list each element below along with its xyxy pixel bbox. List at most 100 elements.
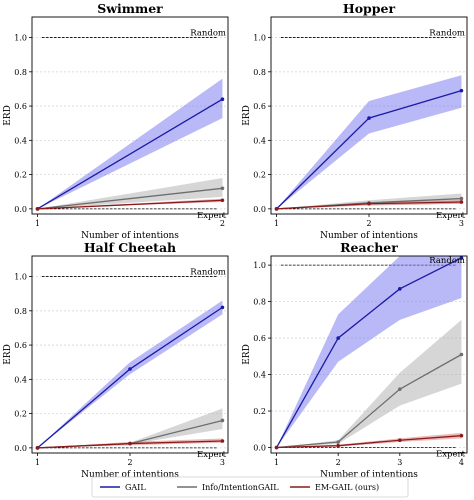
reference-label-random: Random (429, 29, 465, 39)
x-tick-label: 3 (220, 458, 225, 467)
legend-label-em: EM-GAIL (ours) (315, 483, 379, 492)
x-tick-label: 2 (366, 219, 371, 228)
y-tick-label: 0.2 (253, 171, 266, 180)
y-axis-label: ERD (3, 105, 13, 126)
plot-area (35, 37, 225, 211)
chart-panel-2: Hopper 0.0 0.2 0.4 0.6 0.8 1.0 1 2 3 Random Expert N… (242, 1, 468, 241)
data-point-gail (336, 336, 340, 340)
legend-box (91, 476, 409, 498)
data-point-gail (367, 116, 371, 120)
data-point-em (398, 438, 402, 443)
series-line-em (37, 199, 223, 210)
y-tick-label: 0.6 (14, 102, 27, 111)
data-point-gail (128, 367, 132, 371)
x-tick-label: 2 (336, 458, 341, 467)
y-tick-label: 0.4 (253, 371, 266, 380)
y-tick-label: 0.4 (14, 136, 27, 145)
axes-frame (270, 255, 468, 454)
y-tick-label: 0.8 (253, 298, 266, 307)
y-tick-label: 0.8 (253, 68, 266, 77)
reference-label-expert: Expert (197, 450, 227, 460)
chart-title: Swimmer (97, 1, 163, 16)
data-point-gail (459, 88, 464, 93)
y-tick-label: 0.8 (14, 68, 27, 77)
y-tick-label: 1.0 (14, 34, 27, 43)
data-point-gail (220, 97, 225, 102)
y-tick-label: 0.6 (253, 334, 266, 343)
legend: GAIL Info/IntentionGAIL EM-GAIL (ours) (91, 476, 409, 498)
legend-label-info: Info/IntentionGAIL (202, 483, 279, 492)
data-point-em (220, 439, 225, 443)
y-tick-label: 0.2 (14, 410, 27, 419)
y-tick-label: 0.0 (14, 205, 27, 214)
y-tick-label: 0.4 (253, 136, 266, 145)
y-axis-label: ERD (242, 105, 252, 126)
series-line-gail (37, 98, 223, 210)
data-point-em (274, 207, 279, 211)
series-band-info (276, 319, 462, 448)
plot-area (274, 37, 464, 211)
reference-label-expert: Expert (436, 211, 466, 221)
data-point-em (459, 200, 464, 204)
axes-frame (31, 255, 229, 454)
data-point-gail (459, 256, 464, 260)
x-tick-label: 1 (274, 219, 279, 228)
data-point-gail (398, 287, 402, 291)
legend-label-gail: GAIL (125, 483, 146, 492)
reference-label-random: Random (429, 256, 465, 266)
chart-panel-1: Swimmer 0.0 0.2 0.4 0.6 0.8 1.0 1 2 Random Expert N… (3, 1, 229, 241)
data-point-info (220, 186, 225, 191)
y-tick-label: 0.0 (14, 444, 27, 453)
y-tick-label: 0.0 (253, 205, 266, 214)
series-band-gail (276, 256, 462, 448)
data-point-em (336, 443, 340, 448)
series-band-gail (37, 78, 223, 209)
chart-panel-3: Half Cheetah 0.0 0.2 0.4 0.6 0.8 1.0 1 2 3 Random E… (3, 240, 229, 480)
data-point-info (220, 418, 225, 423)
series-line-info (276, 353, 462, 449)
reference-label-random: Random (190, 29, 226, 39)
series-line-gail (275, 257, 462, 448)
x-axis-label: Number of intentions (81, 231, 179, 241)
data-point-em (128, 441, 132, 446)
data-point-info (336, 440, 340, 444)
x-tick-label: 4 (459, 458, 464, 467)
y-axis-label: ERD (242, 344, 252, 365)
reference-label-random: Random (190, 268, 226, 278)
chart-title: Half Cheetah (84, 240, 176, 255)
x-tick-label: 1 (274, 458, 279, 467)
y-tick-label: 0.8 (14, 307, 27, 316)
data-point-gail (220, 305, 225, 310)
y-tick-label: 1.0 (253, 34, 266, 43)
data-point-info (459, 352, 464, 357)
axes-frame (31, 16, 229, 215)
series-band-info (37, 178, 223, 209)
x-axis-label: Number of intentions (81, 470, 179, 480)
x-tick-label: 3 (397, 458, 402, 467)
x-tick-label: 3 (459, 219, 464, 228)
data-point-em (459, 433, 464, 438)
plot-area (35, 276, 225, 450)
data-point-info (459, 196, 464, 201)
y-tick-label: 0.2 (14, 171, 27, 180)
y-tick-label: 1.0 (14, 273, 27, 282)
y-tick-label: 0.6 (253, 102, 266, 111)
x-axis-label: Number of intentions (320, 231, 418, 241)
y-tick-label: 0.6 (14, 341, 27, 350)
series-band-em (276, 432, 462, 448)
data-point-em (35, 446, 40, 450)
data-point-em (220, 198, 225, 203)
series-line-em (276, 435, 462, 449)
data-point-em (35, 207, 40, 211)
axes-frame (270, 16, 468, 215)
series-band-gail (37, 300, 223, 448)
y-tick-label: 0.4 (14, 375, 27, 384)
chart-panel-4: Reacher 0.0 0.2 0.4 0.6 0.8 1.0 1 2 3 4 Random Exper… (242, 240, 468, 480)
series-line-info (37, 187, 223, 210)
chart-title: Hopper (343, 1, 396, 16)
plot-area (274, 256, 464, 450)
x-axis-label: Number of intentions (320, 470, 418, 480)
series-band-info (37, 408, 223, 448)
x-tick-label: 2 (220, 219, 225, 228)
